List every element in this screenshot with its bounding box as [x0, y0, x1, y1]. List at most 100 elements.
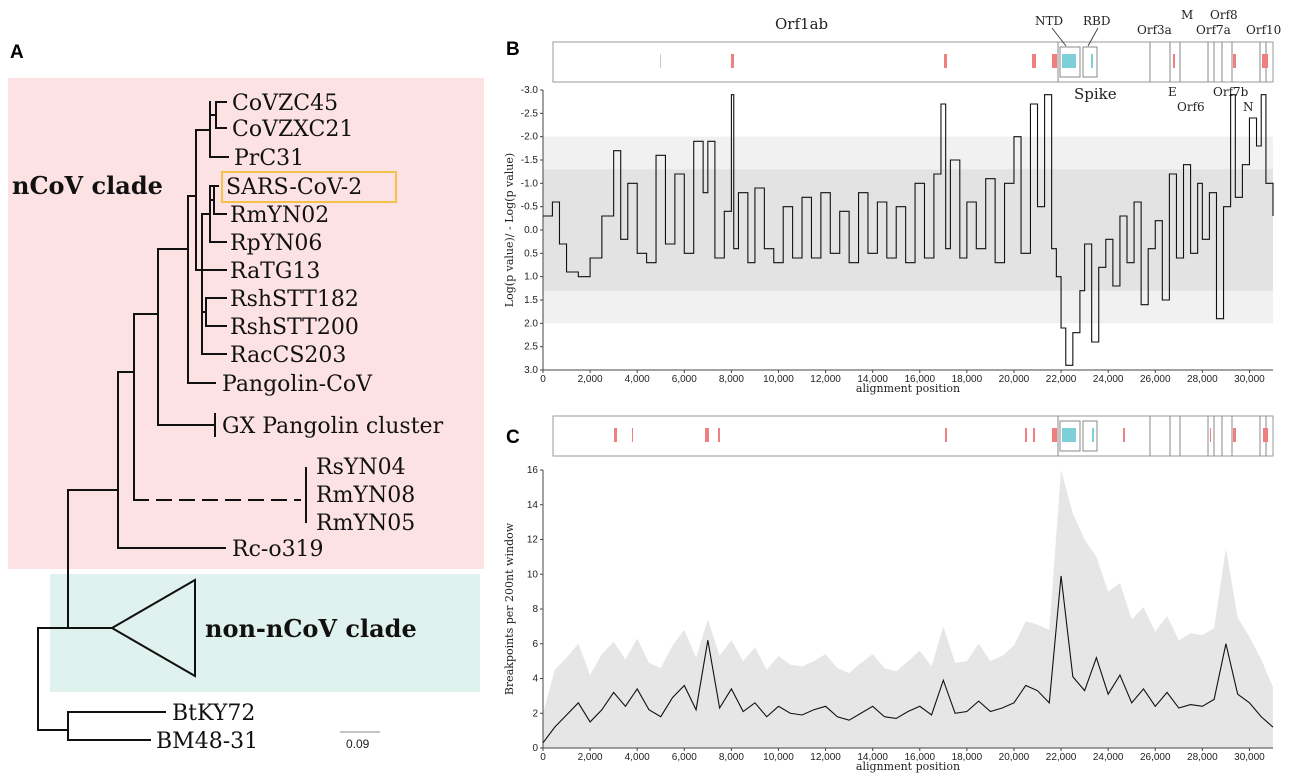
- x-tick-label: 12,000: [810, 752, 841, 763]
- x-tick-label: 2,000: [578, 374, 603, 385]
- y-axis-title: Log(p value)/ - Log(p value): [503, 153, 516, 307]
- gene-label-n: N: [1243, 100, 1254, 114]
- tree-branches: [37, 101, 307, 741]
- genome-map-b: Orf1ab Spike NTD RBD Orf3a M E Orf6 Orf7…: [552, 8, 1281, 114]
- panel-label-a: A: [10, 42, 24, 63]
- sars-cov-2-highlight-box: [221, 171, 397, 203]
- x-tick-label: 16,000: [904, 374, 935, 385]
- y-tick-label: 4: [532, 674, 538, 685]
- gene-label-orf6: Orf6: [1177, 100, 1205, 114]
- ntd-pointer: [1051, 27, 1067, 47]
- y-tick-label: -3.0: [521, 85, 539, 96]
- panel-label-c: C: [506, 427, 520, 448]
- y-tick-label: 14: [527, 500, 539, 511]
- y-tick-label: 8: [532, 604, 538, 615]
- gene-label-orf3a: Orf3a: [1137, 23, 1172, 37]
- x-axis-title: alignment position: [856, 382, 960, 395]
- y-tick-label: -1.0: [521, 178, 539, 189]
- recombination-mark-faint: [660, 54, 661, 68]
- gene-label-orf10: Orf10: [1246, 23, 1281, 37]
- leaf-label: RacCS203: [230, 343, 346, 368]
- x-tick-label: 24,000: [1093, 752, 1124, 763]
- y-tick-label: 1.0: [524, 272, 538, 283]
- spike-marks-b: [1062, 54, 1093, 68]
- leaf-label: GX Pangolin cluster: [222, 414, 444, 439]
- spike-marks-c: [1062, 428, 1094, 442]
- leaf-label: CoVZC45: [232, 91, 338, 116]
- rbd-box: [1082, 420, 1098, 452]
- scale-bar-label: 0.09: [346, 737, 370, 751]
- x-tick-label: 30,000: [1234, 374, 1265, 385]
- non-ncov-clade-label: non-nCoV clade: [205, 614, 417, 643]
- leaf-label: Pangolin-CoV: [222, 372, 373, 397]
- recombination-marks-c: [614, 428, 1268, 442]
- tree-leaf-labels: CoVZC45 CoVZXC21 PrC31 SARS-CoV-2 RmYN02…: [156, 91, 444, 754]
- gene-label-m: M: [1181, 8, 1193, 22]
- rbd-box: [1082, 46, 1098, 78]
- gene-label-spike: Spike: [1074, 85, 1117, 103]
- rbd-pointer: [1087, 27, 1099, 47]
- gene-label-e: E: [1168, 85, 1177, 99]
- x-tick-label: 0: [540, 752, 546, 763]
- x-tick-label: 4,000: [625, 752, 650, 763]
- panel-b: B: [503, 8, 1281, 395]
- leaf-label: CoVZXC21: [232, 117, 353, 142]
- x-tick-label: 24,000: [1093, 374, 1124, 385]
- leaf-label-highlighted: SARS-CoV-2: [226, 175, 362, 200]
- breakpoint-ci-area: [543, 470, 1273, 748]
- y-axis-title: Breakpoints per 200nt window: [503, 522, 516, 695]
- x-tick-label: 20,000: [999, 752, 1030, 763]
- leaf-label: PrC31: [234, 146, 304, 171]
- leaf-label: RsYN04: [316, 455, 406, 480]
- leaf-label: RshSTT200: [230, 315, 359, 340]
- x-tick-label: 8,000: [719, 374, 744, 385]
- gene-label-orf1ab: Orf1ab: [775, 15, 828, 33]
- x-tick-label: 16,000: [904, 752, 935, 763]
- y-tick-label: -1.5: [521, 155, 539, 166]
- y-tick-label: 6: [532, 639, 538, 650]
- panel-a: A nCoV clade non-nCoV clade: [8, 42, 484, 754]
- y-tick-label: 3.0: [524, 365, 538, 376]
- leaf-label: BM48-31: [156, 729, 258, 754]
- y-tick-label: 1.5: [524, 295, 538, 306]
- x-tick-label: 20,000: [999, 374, 1030, 385]
- leaf-label: RshSTT182: [230, 287, 359, 312]
- x-tick-label: 28,000: [1187, 374, 1218, 385]
- genome-map-frame: [552, 41, 1274, 83]
- y-tick-label: -2.5: [521, 108, 539, 119]
- y-tick-label: 0.5: [524, 248, 538, 259]
- panel-c: C: [503, 415, 1274, 773]
- x-tick-label: 26,000: [1140, 374, 1171, 385]
- x-tick-label: 4,000: [625, 374, 650, 385]
- x-tick-label: 6,000: [672, 752, 697, 763]
- leaf-label: RmYN05: [316, 511, 415, 536]
- significance-band: [543, 169, 1273, 291]
- ncov-clade-label: nCoV clade: [12, 171, 163, 200]
- x-tick-label: 6,000: [672, 374, 697, 385]
- gene-label-rbd: RBD: [1083, 14, 1110, 28]
- ntd-box: [1059, 46, 1081, 78]
- y-tick-label: 16: [527, 465, 539, 476]
- x-tick-label: 10,000: [763, 374, 794, 385]
- leaf-label: Rc-o319: [232, 537, 324, 562]
- x-tick-label: 12,000: [810, 374, 841, 385]
- y-tick-label: -2.0: [521, 132, 539, 143]
- leaf-label: RmYN08: [316, 483, 415, 508]
- x-tick-label: 22,000: [1046, 374, 1077, 385]
- y-tick-label: 0: [532, 743, 538, 754]
- x-tick-label: 30,000: [1234, 752, 1265, 763]
- y-tick-label: 0.0: [524, 225, 538, 236]
- breakpoint-density-line: [542, 575, 1274, 744]
- recombination-marks-b: [731, 54, 1268, 68]
- y-tick-label: 2: [532, 708, 538, 719]
- x-tick-label: 0: [540, 374, 546, 385]
- plot-c: 0 2 4 6 8 10 12 14 16 0 2,000 4,000 6,000 8,000 10,000…: [503, 465, 1274, 773]
- x-tick-label: 26,000: [1140, 752, 1171, 763]
- x-tick-label: 18,000: [952, 374, 983, 385]
- leaf-label: RaTG13: [230, 259, 320, 284]
- leaf-label: BtKY72: [172, 701, 255, 726]
- x-tick-label: 8,000: [719, 752, 744, 763]
- plot-b: -3.0 -2.5 -2.0 -1.5 -1.0 -0.5 0.0 0.5 1.0 1.5 2.0 2…: [503, 85, 1274, 395]
- y-tick-label: -0.5: [521, 202, 539, 213]
